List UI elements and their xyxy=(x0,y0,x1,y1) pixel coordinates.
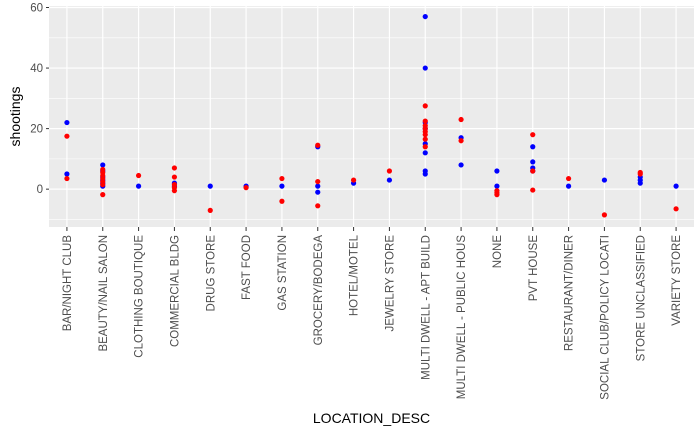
minor-gridlines xyxy=(49,37,694,220)
data-point-grocery-bodega xyxy=(315,142,321,148)
x-tick-label-pvt-house: PVT HOUSE xyxy=(528,235,540,302)
data-point-drug-store xyxy=(207,207,213,213)
data-point-hotel-motel xyxy=(350,177,357,183)
data-point-pvt-house xyxy=(530,168,536,174)
data-point-bar-night-club xyxy=(64,171,70,177)
data-point-bar-night-club xyxy=(64,175,70,182)
data-point-social-club-policy-locati xyxy=(601,177,608,183)
data-point-none xyxy=(494,192,500,198)
data-point-beauty-nail-salon xyxy=(100,162,106,168)
data-point-none xyxy=(494,168,500,174)
x-tick-label-hotel-motel: HOTEL/MOTEL xyxy=(349,234,361,316)
x-tick-label-bar-night-club: BAR/NIGHT CLUB xyxy=(62,235,74,332)
data-point-bar-night-club xyxy=(64,133,70,139)
data-point-store-unclassified xyxy=(637,180,643,186)
data-point-commercial-bldg xyxy=(171,188,178,194)
data-point-beauty-nail-salon xyxy=(100,182,106,188)
data-point-variety-store xyxy=(673,183,679,189)
data-point-commercial-bldg xyxy=(171,165,178,171)
data-point-pvt-house xyxy=(530,144,536,150)
y-tick-label: 20 xyxy=(30,124,43,136)
data-point-multi-dwell-apt-build xyxy=(422,171,428,177)
data-point-gas-station xyxy=(279,175,285,182)
y-tick-label: 40 xyxy=(30,63,43,75)
data-point-grocery-bodega xyxy=(315,183,321,189)
x-tick-label-restaurant-diner: RESTAURANT/DINER xyxy=(564,235,576,351)
data-point-clothing-boutique xyxy=(135,172,142,179)
y-axis-title: shootings xyxy=(7,87,23,147)
data-point-store-unclassified xyxy=(637,171,643,177)
data-point-multi-dwell-apt-build xyxy=(422,103,428,109)
data-point-multi-dwell-apt-build xyxy=(422,150,428,156)
data-point-multi-dwell-apt-build xyxy=(422,136,428,142)
x-tick-label-gas-station: GAS STATION xyxy=(277,235,289,311)
y-axis: 0 20 40 60 xyxy=(30,3,49,196)
data-point-multi-dwell-public-hous xyxy=(458,116,464,123)
data-point-variety-store xyxy=(673,206,679,212)
panel-background xyxy=(49,6,694,227)
data-point-commercial-bldg xyxy=(171,174,178,180)
x-tick-label-grocery-bodega: GROCERY/BODEGA xyxy=(313,235,325,346)
x-tick-label-commercial-bldg: COMMERCIAL BLDG xyxy=(169,235,181,347)
x-tick-label-fast-food: FAST FOOD xyxy=(241,235,253,300)
data-point-multi-dwell-apt-build xyxy=(422,118,428,124)
x-axis: BAR/NIGHT CLUB BEAUTY/NAIL SALON CLOTHING … xyxy=(62,227,683,400)
data-point-jewelry-store xyxy=(386,177,393,183)
x-tick-label-drug-store: DRUG STORE xyxy=(205,235,217,312)
x-tick-label-variety-store: VARIETY STORE xyxy=(671,235,683,326)
data-point-grocery-bodega xyxy=(315,203,321,209)
data-point-clothing-boutique xyxy=(135,183,142,189)
x-tick-label-social-club-policy-locati: SOCIAL CLUB/POLICY LOCATI xyxy=(599,235,611,400)
x-axis-title: LOCATION_DESC xyxy=(313,410,430,426)
data-point-beauty-nail-salon xyxy=(100,192,106,198)
data-point-pvt-house xyxy=(530,159,536,165)
data-point-multi-dwell-apt-build xyxy=(422,132,428,138)
data-point-gas-station xyxy=(279,183,285,189)
x-tick-label-clothing-boutique: CLOTHING BOUTIQUE xyxy=(134,235,146,358)
data-point-bar-night-club xyxy=(64,119,70,126)
data-point-gas-station xyxy=(279,198,285,204)
data-point-social-club-policy-locati xyxy=(601,212,608,218)
data-point-drug-store xyxy=(207,183,213,189)
x-tick-label-multi-dwell-apt-build: MULTI DWELL - APT BUILD xyxy=(420,235,432,380)
data-point-restaurant-diner xyxy=(565,175,572,182)
data-points xyxy=(64,13,679,218)
data-point-fast-food xyxy=(243,185,249,191)
data-point-pvt-house xyxy=(530,187,536,193)
data-point-multi-dwell-public-hous xyxy=(458,138,464,144)
data-point-grocery-bodega xyxy=(315,189,321,195)
x-tick-label-jewelry-store: JEWELRY STORE xyxy=(384,235,396,332)
data-point-restaurant-diner xyxy=(565,183,572,189)
data-point-multi-dwell-public-hous xyxy=(458,162,464,168)
y-tick-label: 60 xyxy=(30,3,43,15)
x-tick-label-store-unclassified: STORE UNCLASSIFIED xyxy=(635,235,647,361)
data-point-multi-dwell-apt-build xyxy=(422,144,428,150)
data-point-none xyxy=(494,183,500,189)
x-tick-label-beauty-nail-salon: BEAUTY/NAIL SALON xyxy=(98,235,110,352)
y-tick-label: 0 xyxy=(37,184,43,196)
data-point-multi-dwell-apt-build xyxy=(422,65,428,71)
x-tick-label-none: NONE xyxy=(492,235,504,269)
data-point-multi-dwell-apt-build xyxy=(422,13,428,20)
x-tick-label-multi-dwell-public-hous: MULTI DWELL - PUBLIC HOUS xyxy=(456,235,468,400)
data-point-jewelry-store xyxy=(386,168,393,174)
data-point-grocery-bodega xyxy=(315,178,321,185)
data-point-pvt-house xyxy=(530,132,536,138)
